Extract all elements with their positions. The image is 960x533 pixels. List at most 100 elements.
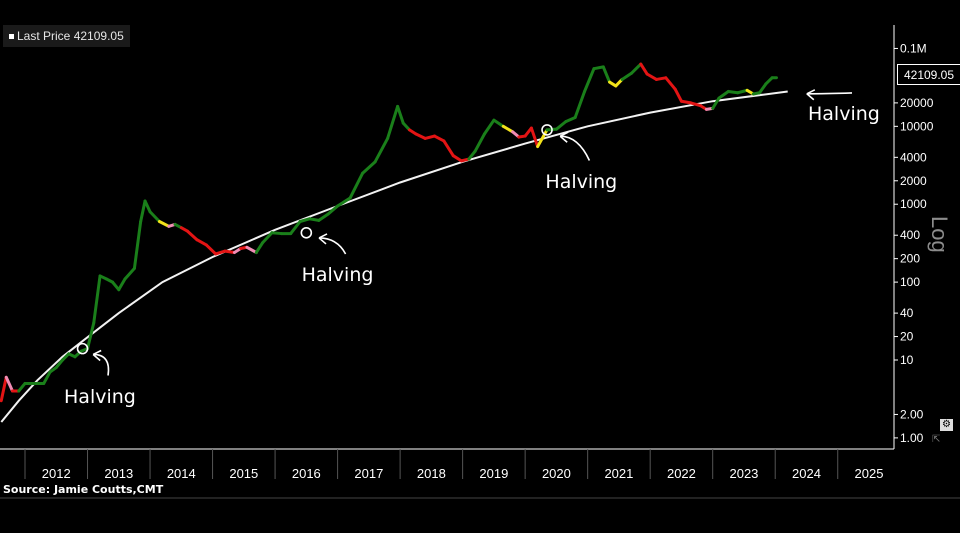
- price-segment: [620, 71, 633, 81]
- price-segment: [348, 171, 365, 200]
- price-segment: [451, 154, 463, 163]
- price-segment: [592, 65, 605, 71]
- price-segment: [396, 104, 405, 125]
- legend-swatch: [9, 33, 14, 39]
- y-tick-label: 400: [900, 228, 920, 242]
- legend-label: Last Price: [17, 29, 71, 43]
- price-segment: [111, 280, 121, 292]
- price-segment: [4, 375, 15, 393]
- arrow-head-icon: [318, 233, 328, 245]
- price-segment: [664, 76, 677, 91]
- y-tick-label: 200: [900, 252, 920, 266]
- price-segment: [529, 126, 540, 149]
- legend: Last Price 42109.05: [3, 25, 130, 47]
- y-tick-label: 0.1M: [900, 41, 927, 55]
- x-tick-label: 2012: [42, 466, 71, 481]
- last-price-tag: 42109.05: [897, 64, 960, 85]
- price-segment: [689, 101, 702, 108]
- price-segment: [639, 62, 649, 76]
- halving-marker: [76, 342, 89, 355]
- price-segment: [361, 160, 377, 175]
- price-segment: [736, 88, 749, 95]
- trend-line: [0, 90, 788, 423]
- arrow-head-icon: [806, 89, 816, 101]
- export-icon[interactable]: ⇱: [932, 434, 941, 445]
- price-segment: [42, 370, 52, 385]
- price-segment: [17, 381, 27, 393]
- x-tick-label: 2013: [104, 466, 133, 481]
- y-tick-label: 1.00: [900, 431, 924, 445]
- x-tick-label: 2017: [354, 466, 383, 481]
- x-tick-label: 2022: [667, 466, 696, 481]
- x-tick-label: 2025: [855, 466, 884, 481]
- price-segment: [654, 76, 668, 81]
- price-segment: [261, 231, 274, 245]
- x-tick-label: 2020: [542, 466, 571, 481]
- price-segment: [601, 65, 612, 84]
- halving-markers: [76, 89, 853, 376]
- price-segment: [536, 128, 549, 149]
- price-segment: [54, 358, 65, 370]
- halving-marker: [541, 124, 553, 136]
- y-tick-label: 20000: [900, 96, 934, 110]
- price-segment: [0, 375, 8, 403]
- x-tick-label: 2019: [479, 466, 508, 481]
- price-segment: [483, 118, 496, 136]
- price-segment: [132, 220, 143, 270]
- price-segment: [157, 220, 171, 228]
- price-segment: [254, 241, 265, 254]
- x-tick-label: 2015: [229, 466, 258, 481]
- y-tick-label: 10000: [900, 119, 934, 133]
- price-segment: [336, 196, 352, 208]
- halving-arrow: [93, 353, 110, 376]
- halving-marker: [300, 226, 313, 239]
- y-tick-label: 100: [900, 275, 920, 289]
- price-segment: [645, 72, 658, 81]
- price-segment: [401, 121, 411, 132]
- price-segment: [307, 217, 321, 222]
- price-segment: [86, 321, 96, 351]
- x-tick-label: 2014: [167, 466, 196, 481]
- price-segment: [501, 124, 515, 134]
- y-tick-label: 2.00: [900, 407, 924, 421]
- arrow-head-icon: [559, 131, 569, 143]
- price-segment: [673, 87, 683, 103]
- price-segment: [214, 249, 227, 256]
- x-axis: 2012 2013 2014 2015 2016 2017 2018 2019 2020 2021…: [0, 449, 960, 499]
- y-axis-label: Log: [927, 216, 952, 253]
- price-segment: [326, 204, 340, 216]
- price-segment: [123, 266, 136, 281]
- x-tick-label: 2021: [604, 466, 633, 481]
- price-segment: [414, 132, 427, 140]
- price-segment: [467, 149, 477, 161]
- x-tick-label: 2018: [417, 466, 446, 481]
- source-note: Source: Jamie Coutts,CMT: [3, 483, 164, 496]
- price-segment: [554, 120, 568, 131]
- price-segment: [711, 96, 721, 110]
- price-segment: [245, 245, 258, 254]
- price-segment: [629, 62, 643, 75]
- x-tick-label: 2023: [729, 466, 758, 481]
- price-segment: [195, 238, 208, 247]
- price-segment: [717, 90, 730, 100]
- price-segment: [679, 99, 693, 105]
- price-segment: [289, 220, 302, 236]
- price-segment: [373, 136, 390, 164]
- y-tick-label: 2000: [900, 174, 927, 188]
- y-tick-label: 20: [900, 330, 914, 344]
- price-segment: [726, 90, 740, 95]
- halving-label: Halving: [301, 263, 374, 286]
- price-segment: [564, 115, 577, 124]
- halving-label: Halving: [545, 170, 618, 193]
- gear-icon[interactable]: ⚙: [940, 419, 953, 431]
- price-segment: [92, 274, 102, 325]
- price-segment: [204, 243, 218, 256]
- legend-value: 42109.05: [73, 29, 124, 43]
- x-tick-label: 2024: [792, 466, 821, 481]
- price-segment: [423, 134, 436, 140]
- trend-curve: [0, 90, 788, 423]
- price-segment: [758, 82, 768, 95]
- price-segment: [186, 229, 199, 242]
- price-segment: [473, 132, 487, 153]
